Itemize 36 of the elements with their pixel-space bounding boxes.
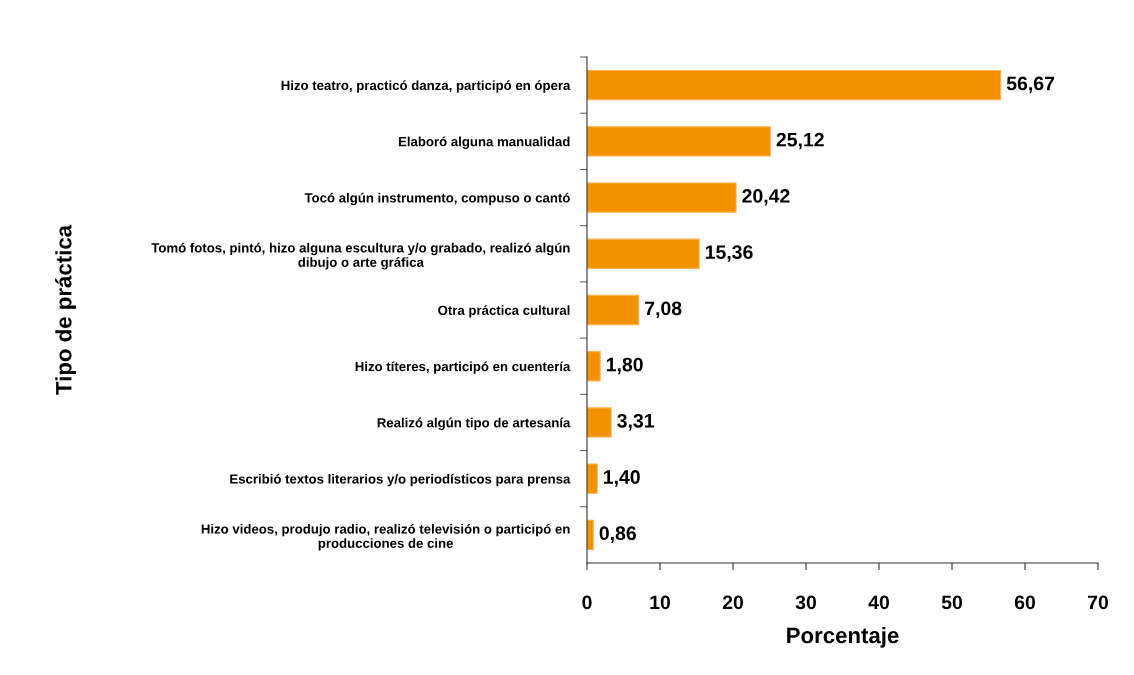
data-label: 20,42 [742, 189, 790, 206]
bar [587, 463, 598, 494]
y-tick-label: Hizo títeres, participó en cuentería [355, 361, 571, 374]
y-tick-label: Elaboró alguna manualidad [398, 136, 570, 149]
y-tick-label: Escribió textos literarios y/o periodísticos para prensa [230, 473, 571, 487]
x-tick-label: 40 [868, 595, 890, 610]
x-tick-label: 50 [941, 595, 963, 610]
bar [587, 126, 771, 157]
x-tick-label: 30 [795, 595, 817, 610]
data-label: 1,40 [604, 470, 640, 487]
data-label: 25,12 [776, 132, 824, 150]
x-tick-label: 70 [1088, 595, 1109, 610]
data-label: 3,31 [617, 413, 655, 431]
x-axis-title: Porcentaje [787, 626, 899, 648]
x-tick-label: 20 [722, 595, 744, 610]
bar [587, 407, 612, 438]
x-tick-label: 0 [582, 595, 592, 610]
y-tick-label: Hizo videos, produjo radio, realizó televisión o participó en producciones de cine [201, 523, 570, 551]
data-label: 56,67 [1006, 76, 1055, 94]
data-label: 0,86 [599, 526, 636, 543]
data-label: 1,80 [606, 357, 643, 375]
bar [587, 294, 640, 326]
bar [587, 182, 737, 213]
y-tick-label: Realizó algún tipo de artesanía [377, 417, 571, 431]
bar [587, 69, 1002, 101]
data-label: 7,08 [645, 301, 682, 319]
y-tick-label: Tomó fotos, pintó, hizo alguna escultura y/o grabado, realizó algún dibujo o arte gráfica [151, 242, 570, 270]
y-tick-label: Otra práctica cultural [438, 305, 570, 318]
x-tick-label: 10 [650, 595, 671, 610]
bar [587, 351, 601, 382]
data-label: 15,36 [705, 245, 753, 262]
y-tick-label: Hizo teatro, practicó danza, participó en ópera [281, 80, 571, 93]
y-axis-title: Tipo de práctica [55, 224, 76, 395]
bar [587, 238, 700, 269]
x-tick-label: 60 [1014, 595, 1036, 610]
y-tick-label: Tocó algún instrumento, compuso o cantó [304, 192, 570, 206]
